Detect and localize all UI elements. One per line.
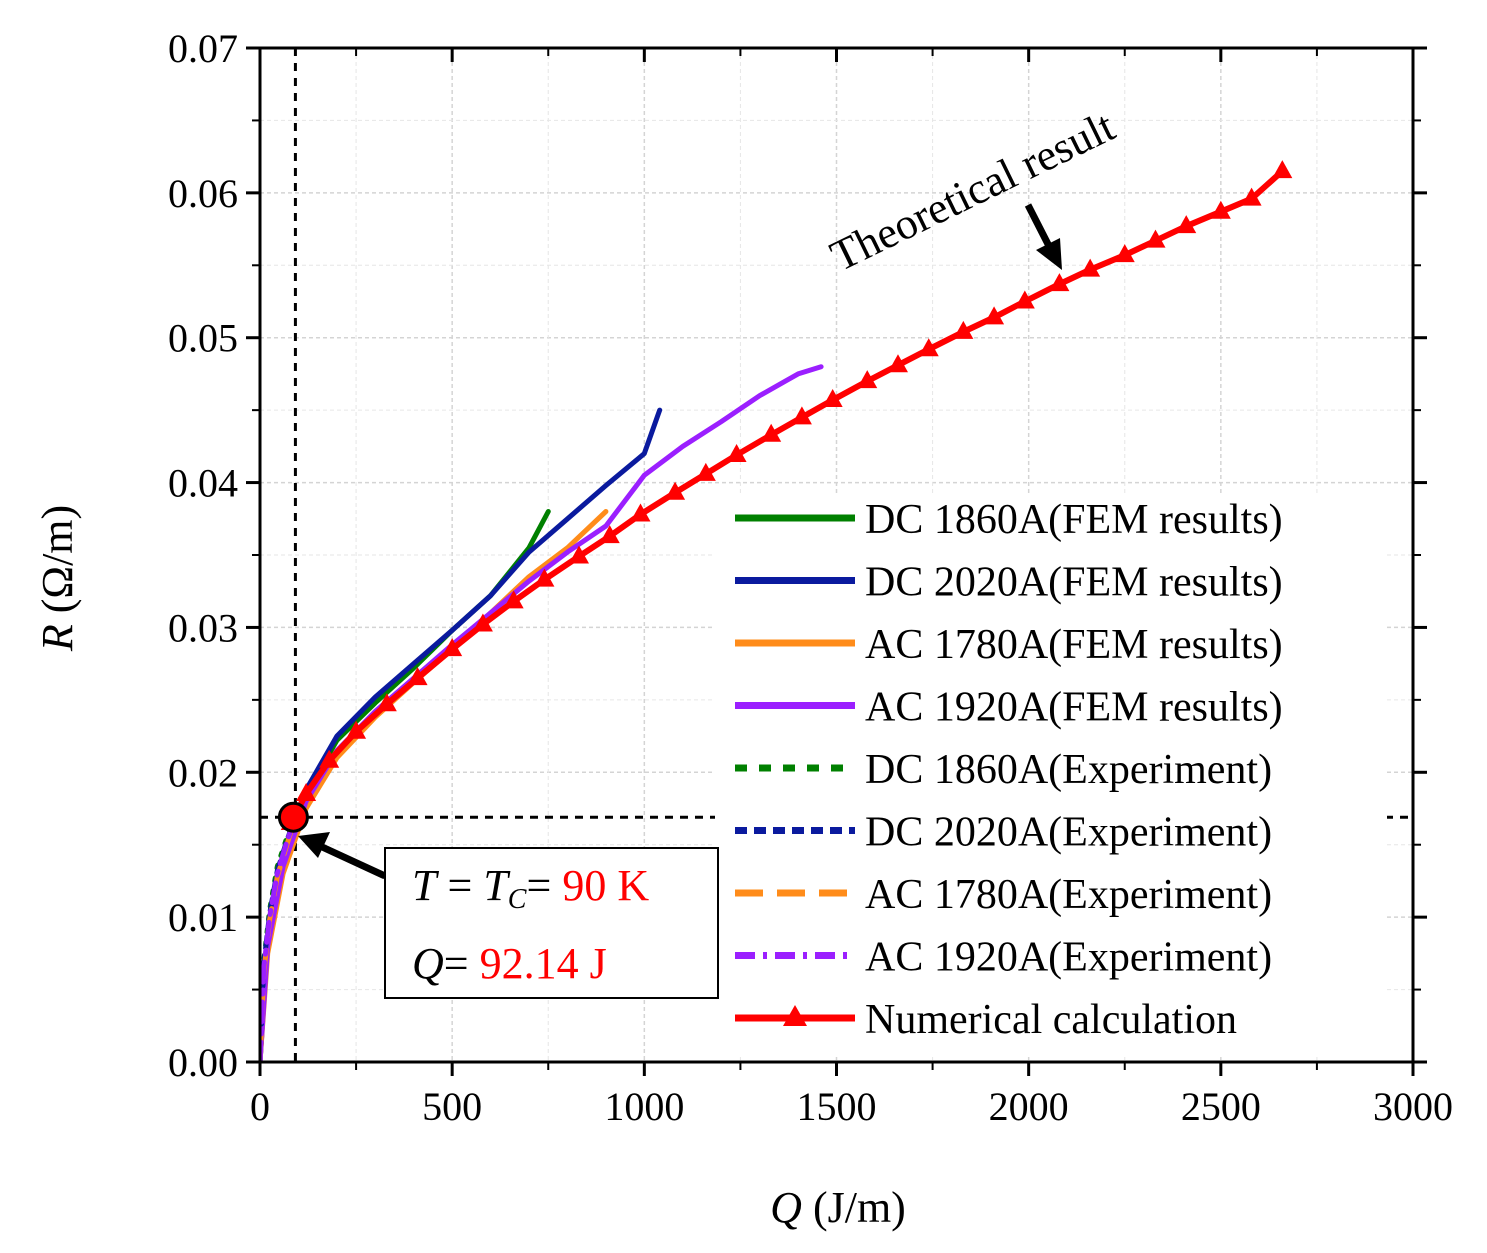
numerical-marker (857, 370, 878, 389)
x-tick-label: 0 (250, 1084, 270, 1129)
x-tick-label: 1000 (604, 1084, 684, 1129)
x-tick-label: 2000 (989, 1084, 1069, 1129)
legend-label-4: DC 1860A(Experiment) (865, 747, 1272, 793)
x-tick-label: 3000 (1373, 1084, 1453, 1129)
numerical-marker (296, 783, 317, 802)
y-tick-label: 0.07 (168, 26, 238, 71)
numerical-marker (984, 306, 1005, 325)
numerical-marker (599, 525, 620, 544)
legend-label-8: Numerical calculation (865, 997, 1237, 1043)
series-line-6 (260, 814, 298, 1062)
y-tick-label: 0.03 (168, 605, 238, 650)
ticks: 0 500 1000 1500 2000 2500 3000 0.00 0.01 0.02 0.03… (168, 26, 1453, 1129)
numerical-marker (1176, 215, 1197, 234)
x-tick-label: 2500 (1181, 1084, 1261, 1129)
reference-arrow (298, 832, 387, 880)
annotation-line-heat: Q= 92.14 J (412, 939, 607, 988)
numerical-marker (568, 545, 589, 564)
numerical-marker (503, 590, 524, 609)
numerical-marker (791, 406, 812, 425)
numerical-marker (1272, 160, 1293, 179)
numerical-marker (887, 354, 908, 373)
numerical-marker (1210, 200, 1231, 219)
numerical-marker (1145, 229, 1166, 248)
numerical-marker (630, 503, 651, 522)
numerical-marker (442, 638, 463, 657)
legend: DC 1860A(FEM results) DC 2020A(FEM result… (735, 497, 1283, 1043)
series-group (260, 168, 1286, 1062)
x-axis-title: Q (J/m) (770, 1183, 906, 1232)
numerical-marker (726, 444, 747, 463)
y-tick-label: 0.02 (168, 750, 238, 795)
numerical-marker (376, 693, 397, 712)
numerical-marker (761, 423, 782, 442)
numerical-marker (1049, 273, 1070, 292)
x-tick-label: 500 (422, 1084, 482, 1129)
numerical-marker (1114, 244, 1135, 263)
numerical-marker (953, 320, 974, 339)
numerical-marker (665, 481, 686, 500)
numerical-marker (1241, 187, 1262, 206)
numerical-marker (1080, 258, 1101, 277)
legend-label-5: DC 2020A(Experiment) (865, 810, 1272, 856)
numerical-marker (319, 749, 340, 768)
y-tick-label: 0.01 (168, 895, 238, 940)
x-tick-label: 1500 (797, 1084, 877, 1129)
theoretical-arrow (1024, 203, 1062, 270)
gridlines (260, 48, 1413, 1062)
legend-label-3: AC 1920A(FEM results) (865, 685, 1283, 731)
legend-label-1: DC 2020A(FEM results) (865, 560, 1283, 606)
numerical-marker (822, 389, 843, 408)
y-tick-label: 0.06 (168, 171, 238, 216)
y-axis-title: R (Ω/m) (33, 505, 82, 652)
numerical-marker (472, 613, 493, 632)
y-tick-label: 0.00 (168, 1040, 238, 1085)
legend-label-6: AC 1780A(Experiment) (865, 872, 1272, 918)
numerical-marker (918, 338, 939, 357)
numerical-marker (407, 667, 428, 686)
legend-marker (783, 1005, 807, 1026)
numerical-marker (1014, 290, 1035, 309)
reference-point-marker (277, 801, 309, 833)
numerical-marker (346, 720, 367, 739)
legend-label-2: AC 1780A(FEM results) (865, 622, 1283, 668)
numerical-marker (695, 462, 716, 481)
annotation-line-temperature: T = TC= 90 K (412, 861, 649, 915)
y-tick-label: 0.05 (168, 316, 238, 361)
series-line-7 (260, 814, 298, 1062)
legend-label-0: DC 1860A(FEM results) (865, 497, 1283, 543)
numerical-marker (534, 568, 555, 587)
legend-background (715, 495, 1387, 1057)
legend-label-7: AC 1920A(Experiment) (865, 935, 1272, 981)
annotation-box (384, 847, 719, 999)
y-tick-label: 0.04 (168, 461, 238, 506)
marker-group (277, 160, 1293, 833)
